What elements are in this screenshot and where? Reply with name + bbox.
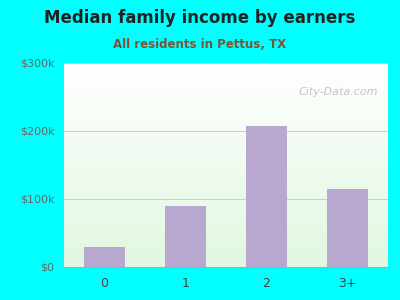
Text: Median family income by earners: Median family income by earners	[44, 9, 356, 27]
Bar	[327, 189, 368, 267]
Bar	[246, 126, 287, 267]
Bar	[165, 206, 206, 267]
Bar	[84, 247, 125, 267]
Text: City-Data.com: City-Data.com	[299, 88, 378, 98]
Text: All residents in Pettus, TX: All residents in Pettus, TX	[114, 38, 286, 50]
